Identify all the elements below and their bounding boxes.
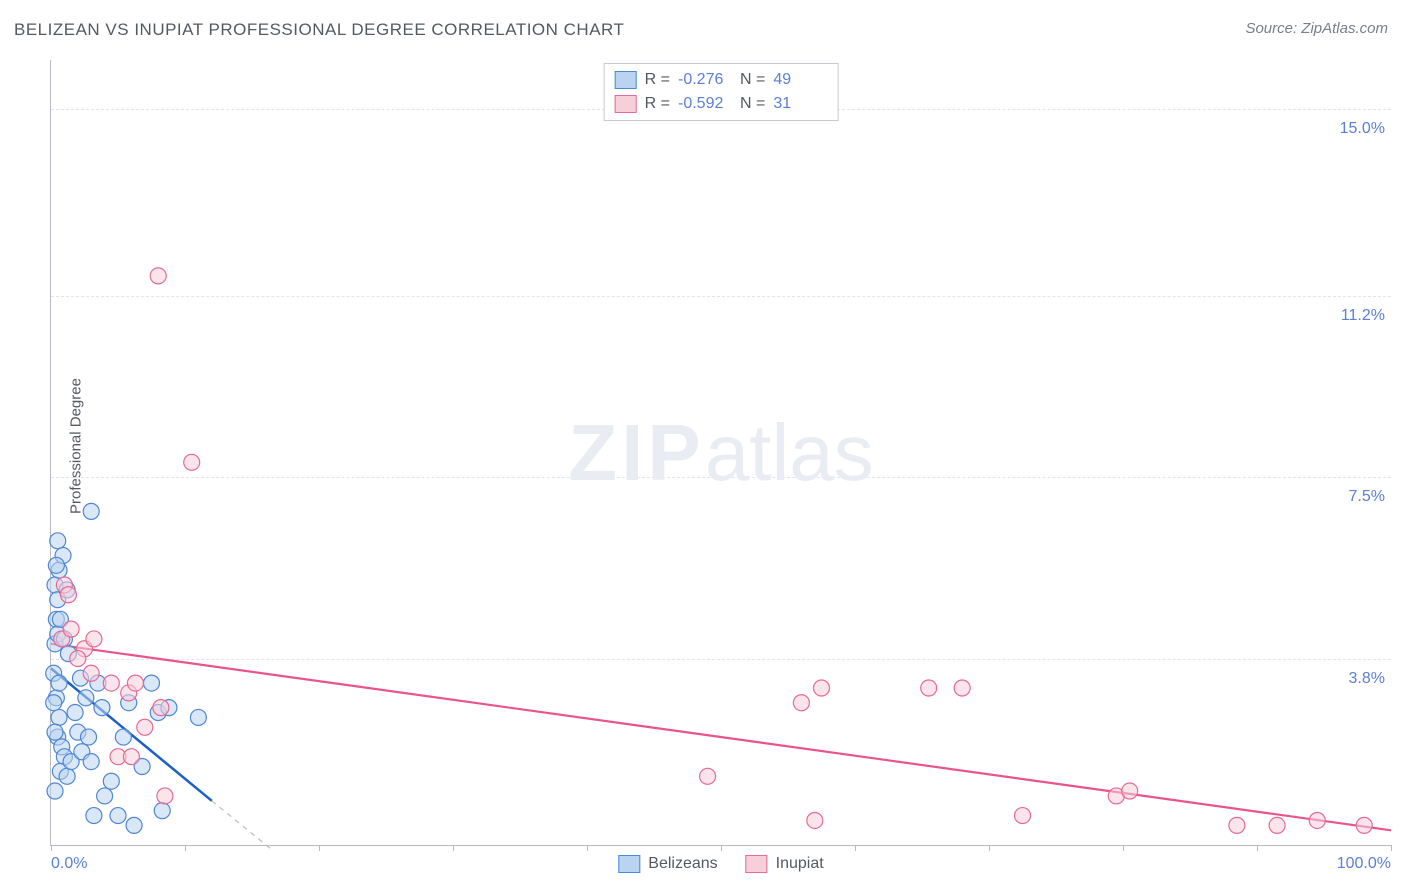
bottom-legend: Belizeans Inupiat [618,855,823,873]
stats-legend-box: R = -0.276 N = 49 R = -0.592 N = 31 [604,63,839,121]
data-point [1269,817,1285,833]
data-point [50,533,66,549]
data-point [1356,817,1372,833]
r-label: R = [645,68,670,92]
x-tick-label: 0.0% [51,855,87,873]
x-tick [1123,845,1124,851]
data-point [63,621,79,637]
data-point [921,680,937,696]
data-point [86,808,102,824]
data-point [47,783,63,799]
data-point [67,705,83,721]
x-tick [51,845,52,851]
n-label: N = [740,92,765,116]
swatch-inupiat [615,95,637,113]
x-tick-label: 100.0% [1337,855,1391,873]
data-point [60,587,76,603]
data-point [184,454,200,470]
data-point [48,557,64,573]
data-point [954,680,970,696]
x-tick [453,845,454,851]
data-point [1122,783,1138,799]
data-point [126,817,142,833]
scatter-plot: ZIPatlas R = -0.276 N = 49 R = -0.592 N … [50,60,1391,846]
data-point [814,680,830,696]
data-point [123,749,139,765]
data-point [86,631,102,647]
stats-row-inupiat: R = -0.592 N = 31 [615,92,828,116]
data-point [157,788,173,804]
data-point [103,675,119,691]
x-tick [185,845,186,851]
data-point [103,773,119,789]
data-point [127,675,143,691]
legend-item-inupiat: Inupiat [746,855,824,873]
data-point [144,675,160,691]
stats-row-belizeans: R = -0.276 N = 49 [615,68,828,92]
y-tick-label: 7.5% [1349,488,1385,506]
n-value-belizeans: 49 [773,68,827,92]
data-point [150,268,166,284]
data-point [110,808,126,824]
data-point [137,719,153,735]
x-tick [587,845,588,851]
r-label: R = [645,92,670,116]
legend-item-belizeans: Belizeans [618,855,717,873]
r-value-belizeans: -0.276 [678,68,732,92]
data-point [1309,812,1325,828]
data-point [115,729,131,745]
y-tick-label: 3.8% [1349,670,1385,688]
data-point [94,700,110,716]
data-point [47,724,63,740]
data-point [51,675,67,691]
data-point [153,700,169,716]
data-point [1015,808,1031,824]
x-tick [855,845,856,851]
x-tick [1257,845,1258,851]
data-point [83,503,99,519]
data-point [78,690,94,706]
n-label: N = [740,68,765,92]
plot-svg [51,60,1391,845]
trend-line [51,644,1391,830]
legend-label-belizeans: Belizeans [648,855,717,873]
n-value-inupiat: 31 [773,92,827,116]
data-point [46,695,62,711]
data-point [81,729,97,745]
data-point [1229,817,1245,833]
swatch-belizeans-icon [618,855,640,873]
x-tick [1391,845,1392,851]
legend-label-inupiat: Inupiat [776,855,824,873]
r-value-inupiat: -0.592 [678,92,732,116]
source-credit: Source: ZipAtlas.com [1245,20,1388,37]
data-point [154,803,170,819]
data-point [190,709,206,725]
data-point [51,709,67,725]
data-point [70,651,86,667]
data-point [793,695,809,711]
chart-title: BELIZEAN VS INUPIAT PROFESSIONAL DEGREE … [14,20,624,40]
x-tick [721,845,722,851]
data-point [59,768,75,784]
swatch-belizeans [615,71,637,89]
x-tick [319,845,320,851]
data-point [700,768,716,784]
y-tick-label: 11.2% [1341,307,1385,325]
y-tick-label: 15.0% [1340,120,1385,138]
x-tick [989,845,990,851]
data-point [807,812,823,828]
data-point [83,754,99,770]
trend-line-ext [212,801,272,850]
data-point [83,665,99,681]
data-point [97,788,113,804]
swatch-inupiat-icon [746,855,768,873]
